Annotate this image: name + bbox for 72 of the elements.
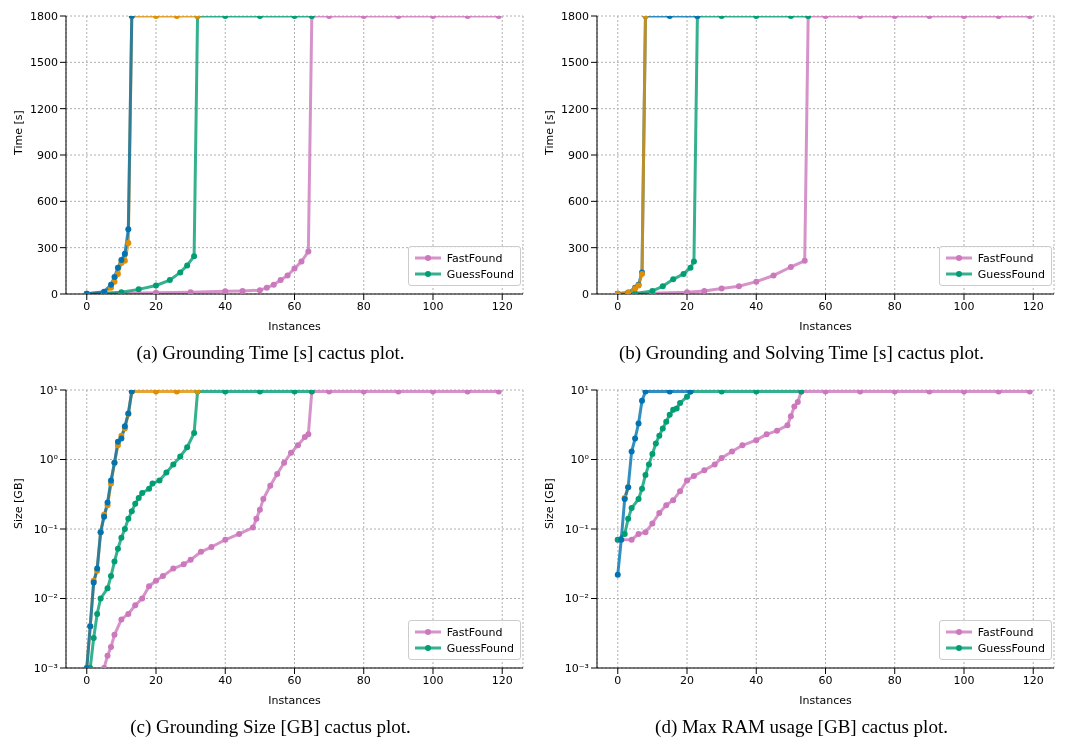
text: (c) Grounding Size [GB] cactus plot. [129,716,412,738]
x-tick-label: 0 [614,673,622,687]
y-tick-label: 0 [582,287,589,301]
y-tick-label: 1800 [561,9,589,23]
legend-label: FastFound [446,251,503,265]
y-tick-label: 10¹ [39,383,58,397]
x-tick-label: 120 [491,673,513,687]
y-tick-label: 0 [51,287,58,301]
x-tick-label: 20 [680,673,695,687]
y-tick-label: 1200 [561,102,589,116]
legend-label: GuessFound [977,267,1045,281]
x-axis-title: Instances [799,320,853,333]
x-tick-label: 0 [83,673,91,687]
x-tick-label: 60 [818,299,833,313]
x-tick-label: 60 [287,673,302,687]
y-tick-label: 10⁻² [33,592,58,606]
x-tick-label: 80 [887,299,902,313]
x-tick-label: 0 [614,299,622,313]
x-tick-label: 20 [149,299,164,313]
x-tick-label: 100 [422,299,444,313]
y-tick-label: 300 [37,241,58,255]
x-tick-label: 40 [749,299,764,313]
y-axis-title: Time [s] [11,110,25,156]
x-tick-label: 60 [287,299,302,313]
x-tick-label: 120 [1022,673,1044,687]
y-tick-label: 10⁰ [570,453,590,467]
y-tick-label: 600 [37,195,58,209]
legend-label: GuessFound [977,641,1045,655]
x-tick-label: 120 [491,299,513,313]
x-axis-title: Instances [268,320,322,333]
legend-label: FastFound [446,625,503,639]
text: (d) Max RAM usage [GB] cactus plot. [654,716,949,738]
x-tick-label: 80 [887,673,902,687]
legend-label: FastFound [977,625,1034,639]
y-tick-label: 300 [568,241,589,255]
x-tick-label: 40 [218,299,233,313]
x-axis-title: Instances [268,694,322,707]
y-axis-title: Size [GB] [11,478,25,529]
y-tick-label: 10⁻³ [564,661,589,675]
x-tick-label: 40 [749,673,764,687]
x-tick-label: 100 [953,673,975,687]
x-tick-label: 80 [356,299,371,313]
x-tick-label: 80 [356,673,371,687]
text: (b) Grounding and Solving Time [s] cactus plot. [617,342,986,364]
y-tick-label: 1200 [30,102,58,116]
y-axis-title: Time [s] [542,110,556,156]
y-tick-label: 10⁻¹ [33,522,58,536]
y-tick-label: 1500 [561,56,589,70]
x-tick-label: 40 [218,673,233,687]
y-tick-label: 10⁻² [564,592,589,606]
x-tick-label: 120 [1022,299,1044,313]
y-tick-label: 10⁻¹ [564,522,589,536]
y-axis-title: Size [GB] [542,478,556,529]
y-tick-label: 10⁻³ [33,661,58,675]
legend-label: GuessFound [446,641,514,655]
x-tick-label: 20 [149,673,164,687]
y-tick-label: 10⁰ [39,453,59,467]
y-tick-label: 10¹ [570,383,589,397]
x-tick-label: 0 [83,299,91,313]
y-tick-label: 1500 [30,56,58,70]
y-tick-label: 900 [37,148,58,162]
x-axis-title: Instances [799,694,853,707]
legend-label: GuessFound [446,267,514,281]
x-tick-label: 100 [422,673,444,687]
x-tick-label: 100 [953,299,975,313]
y-tick-label: 900 [568,148,589,162]
x-tick-label: 20 [680,299,695,313]
text: (a) Grounding Time [s] cactus plot. [135,342,406,364]
x-tick-label: 60 [818,673,833,687]
y-tick-label: 1800 [30,9,58,23]
legend-label: FastFound [977,251,1034,265]
y-tick-label: 600 [568,195,589,209]
